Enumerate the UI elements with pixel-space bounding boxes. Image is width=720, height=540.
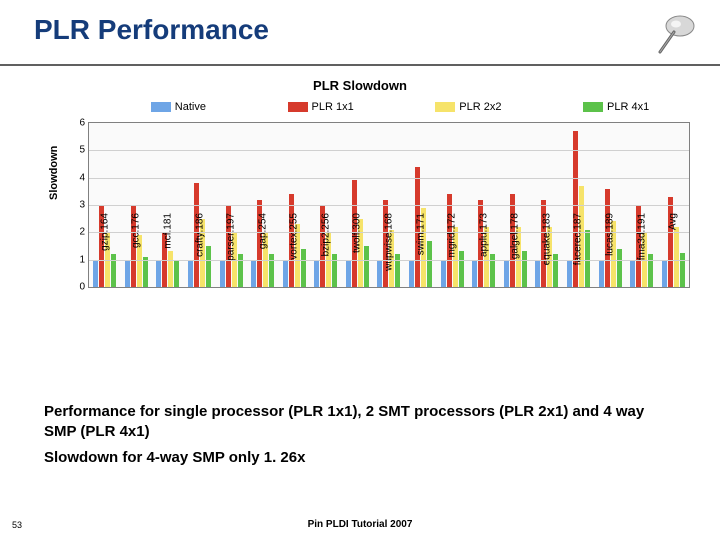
bar	[283, 260, 288, 287]
bar	[377, 260, 382, 287]
bar	[188, 260, 193, 287]
legend: Native PLR 1x1 PLR 2x2 PLR 4x1	[110, 98, 690, 116]
y-tick: 2	[71, 227, 85, 238]
x-tick: 191.fma3d	[636, 213, 647, 293]
x-tick: 178.galgel	[510, 213, 521, 293]
bar	[680, 253, 685, 287]
x-tick: 176.gcc	[131, 213, 142, 293]
bar	[585, 230, 590, 287]
chart-title: PLR Slowdown	[0, 78, 720, 93]
x-tick: 197.parser	[226, 213, 237, 293]
legend-item: PLR 4x1	[583, 101, 649, 113]
legend-item: PLR 2x2	[435, 101, 501, 113]
bar	[220, 260, 225, 287]
footer-center: Pin PLDI Tutorial 2007	[0, 519, 720, 530]
bar	[346, 260, 351, 287]
bar	[174, 260, 179, 287]
bar	[251, 260, 256, 287]
legend-swatch	[288, 102, 308, 112]
x-tick: 168.wupwise	[383, 213, 394, 293]
bar	[206, 246, 211, 287]
bar	[427, 241, 432, 287]
legend-label: Native	[175, 101, 206, 113]
x-tick: 189.lucas	[605, 213, 616, 293]
x-tick: 181.mcf	[162, 213, 173, 293]
bar	[599, 260, 604, 287]
bar	[535, 260, 540, 287]
gridline	[89, 205, 689, 206]
bar	[364, 246, 369, 287]
legend-swatch	[435, 102, 455, 112]
bar	[630, 260, 635, 287]
x-tick: 300.twolf	[352, 213, 363, 293]
x-tick: 256.bzip2	[320, 213, 331, 293]
plot: 164.gzip176.gcc181.mcf186.crafty197.pars…	[88, 122, 690, 288]
bar	[662, 260, 667, 287]
legend-label: PLR 1x1	[312, 101, 354, 113]
bar	[567, 260, 572, 287]
bar	[156, 260, 161, 287]
x-tick: 186.crafty	[194, 213, 205, 293]
y-tick: 0	[71, 282, 85, 293]
bar	[472, 260, 477, 287]
chart-area: 164.gzip 176.gcc 181.mcf 186.crafty 197.pars…	[60, 122, 690, 302]
x-tick: 183.equake	[541, 213, 552, 293]
bar	[301, 249, 306, 287]
gridline	[89, 178, 689, 179]
x-tick: 164.gzip	[99, 213, 110, 293]
body-line-2: Slowdown for 4-way SMP only 1. 26x	[44, 448, 676, 468]
gridline	[89, 260, 689, 261]
x-tick: 171.swim	[415, 213, 426, 293]
x-tick: 173.applu	[478, 213, 489, 293]
y-tick: 4	[71, 172, 85, 183]
bar	[617, 249, 622, 287]
legend-item: Native	[151, 101, 206, 113]
bar	[314, 260, 319, 287]
gridline	[89, 150, 689, 151]
x-tick: 254.gap	[257, 213, 268, 293]
y-tick: 1	[71, 254, 85, 265]
y-tick: 3	[71, 200, 85, 211]
legend-label: PLR 2x2	[459, 101, 501, 113]
bar	[143, 257, 148, 287]
bar	[125, 260, 130, 287]
bar	[459, 251, 464, 287]
gridline	[89, 232, 689, 233]
bar	[441, 260, 446, 287]
bar	[504, 260, 509, 287]
x-tick: 172.mgrid	[447, 213, 458, 293]
slide: PLR Performance PLR Slowdown Native PLR 1…	[0, 0, 720, 540]
legend-swatch	[583, 102, 603, 112]
title-rule	[0, 64, 720, 66]
legend-item: PLR 1x1	[288, 101, 354, 113]
y-tick: 6	[71, 118, 85, 129]
pushpin-icon	[646, 6, 700, 60]
x-tick: 255.vortex	[289, 213, 300, 293]
bar	[409, 260, 414, 287]
legend-swatch	[151, 102, 171, 112]
y-axis-label: Slowdown	[48, 146, 60, 200]
page-title: PLR Performance	[34, 14, 269, 46]
x-tick: 187.facerec	[573, 213, 584, 293]
body-line-1: Performance for single processor (PLR 1x…	[44, 402, 676, 441]
y-tick: 5	[71, 145, 85, 156]
bar	[93, 260, 98, 287]
bar	[522, 251, 527, 287]
legend-label: PLR 4x1	[607, 101, 649, 113]
x-tick: Avg	[668, 213, 679, 293]
